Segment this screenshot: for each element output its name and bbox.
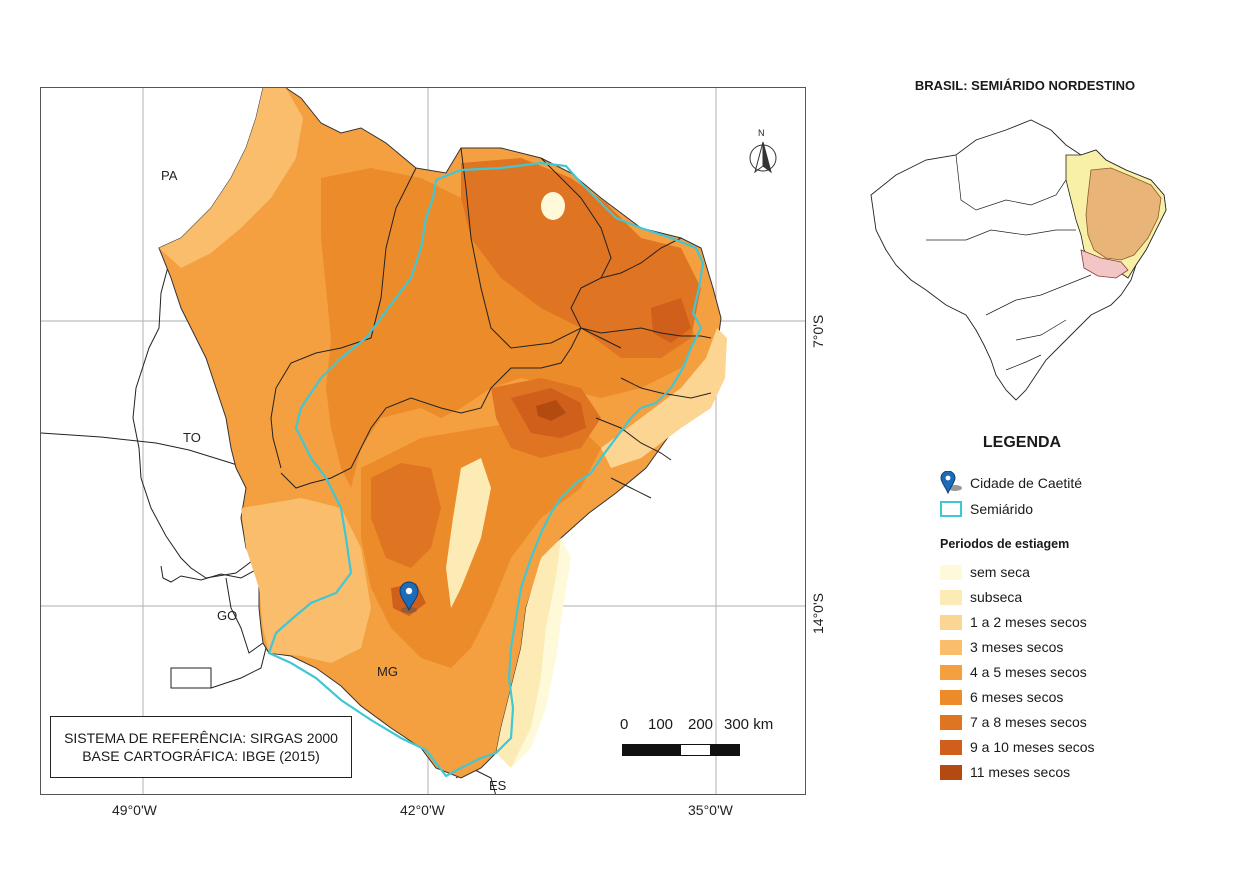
scale-bar: 0 100 200 300 km — [620, 716, 773, 766]
north-arrow-icon — [749, 141, 777, 174]
legend-class-6: 7 a 8 meses secos — [940, 711, 1087, 733]
legend-title: LEGENDA — [982, 434, 1062, 451]
legend-class-label: 9 a 10 meses secos — [970, 739, 1095, 755]
scale-tick-300: 300 km — [724, 716, 774, 733]
state-borders — [270, 147, 712, 499]
reference-system: SISTEMA DE REFERÊNCIA: SIRGAS 2000 — [64, 730, 338, 746]
zone-3-meses-west — [241, 498, 371, 663]
scale-segments — [622, 744, 740, 756]
coord-35w: 35°0'W — [688, 802, 733, 818]
scale-tick-100: 100 — [648, 716, 674, 733]
swatch-subseca — [940, 589, 962, 605]
scale-tick-200: 200 — [688, 716, 714, 733]
map-canvas — [41, 88, 805, 794]
coord-7s: 7°0'S — [810, 314, 826, 348]
semiarido-boundary — [267, 161, 705, 778]
state-label-es: ES — [489, 778, 507, 793]
zone-11-meses — [536, 400, 566, 421]
zone-3-meses-north — [159, 88, 303, 268]
legend-class-5: 6 meses secos — [940, 686, 1063, 708]
caetite-marker[interactable] — [399, 581, 419, 613]
zone-sem-seca-coast — [511, 538, 571, 768]
swatch-sem-seca — [940, 564, 962, 580]
legend-class-4: 4 a 5 meses secos — [940, 661, 1087, 683]
legend-class-label: sem seca — [970, 564, 1030, 580]
map-pin-icon — [940, 471, 962, 495]
swatch-4-5-meses — [940, 664, 962, 680]
zone-7-8-meses-north — [461, 158, 701, 358]
main-map: PA TO GO MG ES N — [40, 87, 806, 795]
semiarid-swatch — [940, 501, 962, 517]
legend-class-3: 3 meses secos — [940, 636, 1063, 658]
legend-subtitle: Periodos de estiagem — [940, 537, 1070, 551]
swatch-9-10-meses — [940, 739, 962, 755]
state-label-to: TO — [183, 430, 201, 445]
legend-class-7: 9 a 10 meses secos — [940, 736, 1095, 758]
swatch-6-meses — [940, 689, 962, 705]
scale-tick-0: 0 — [620, 716, 629, 733]
coord-14s: 14°0'S — [810, 593, 826, 634]
legend-class-label: 7 a 8 meses secos — [970, 714, 1087, 730]
reference-box: SISTEMA DE REFERÊNCIA: SIRGAS 2000 BASE … — [50, 716, 352, 778]
reference-base: BASE CARTOGRÁFICA: IBGE (2015) — [82, 748, 320, 764]
legend-class-label: 4 a 5 meses secos — [970, 664, 1087, 680]
state-label-mg: MG — [377, 664, 398, 679]
swatch-11-meses — [940, 764, 962, 780]
coord-42w: 42°0'W — [400, 802, 445, 818]
legend-class-0: sem seca — [940, 561, 1030, 583]
legend-class-8: 11 meses secos — [940, 761, 1070, 783]
legend-class-2: 1 a 2 meses secos — [940, 611, 1087, 633]
legend-class-label: 3 meses secos — [970, 639, 1064, 655]
legend-city: Cidade de Caetité — [940, 471, 1083, 495]
legend-city-label: Cidade de Caetité — [970, 475, 1083, 491]
legend-class-label: subseca — [970, 589, 1023, 605]
swatch-1-2-meses — [940, 614, 962, 630]
inset-title: BRASIL: SEMIÁRIDO NORDESTINO — [914, 78, 1136, 93]
inset-brazil-map — [870, 119, 1167, 401]
zone-9-10-meses-ne — [651, 298, 691, 343]
north-label: N — [758, 128, 765, 138]
zone-1-2-coast-north — [601, 328, 727, 468]
legend-semiarid-label: Semiárido — [970, 501, 1034, 517]
legend-class-1: subseca — [940, 586, 1022, 608]
swatch-3-meses — [940, 639, 962, 655]
state-label-pa: PA — [161, 168, 178, 183]
legend-class-label: 6 meses secos — [970, 689, 1064, 705]
legend-class-label: 1 a 2 meses secos — [970, 614, 1087, 630]
zone-6-meses — [321, 168, 696, 488]
state-label-go: GO — [217, 608, 238, 623]
coord-49w: 49°0'W — [112, 802, 157, 818]
zone-7-8-meses-sw — [371, 463, 441, 568]
swatch-7-8-meses — [940, 714, 962, 730]
legend-class-label: 11 meses secos — [970, 764, 1071, 780]
light-spot-north — [541, 192, 565, 220]
legend-semiarid: Semiárido — [940, 498, 1033, 520]
light-strip-center — [446, 458, 491, 608]
